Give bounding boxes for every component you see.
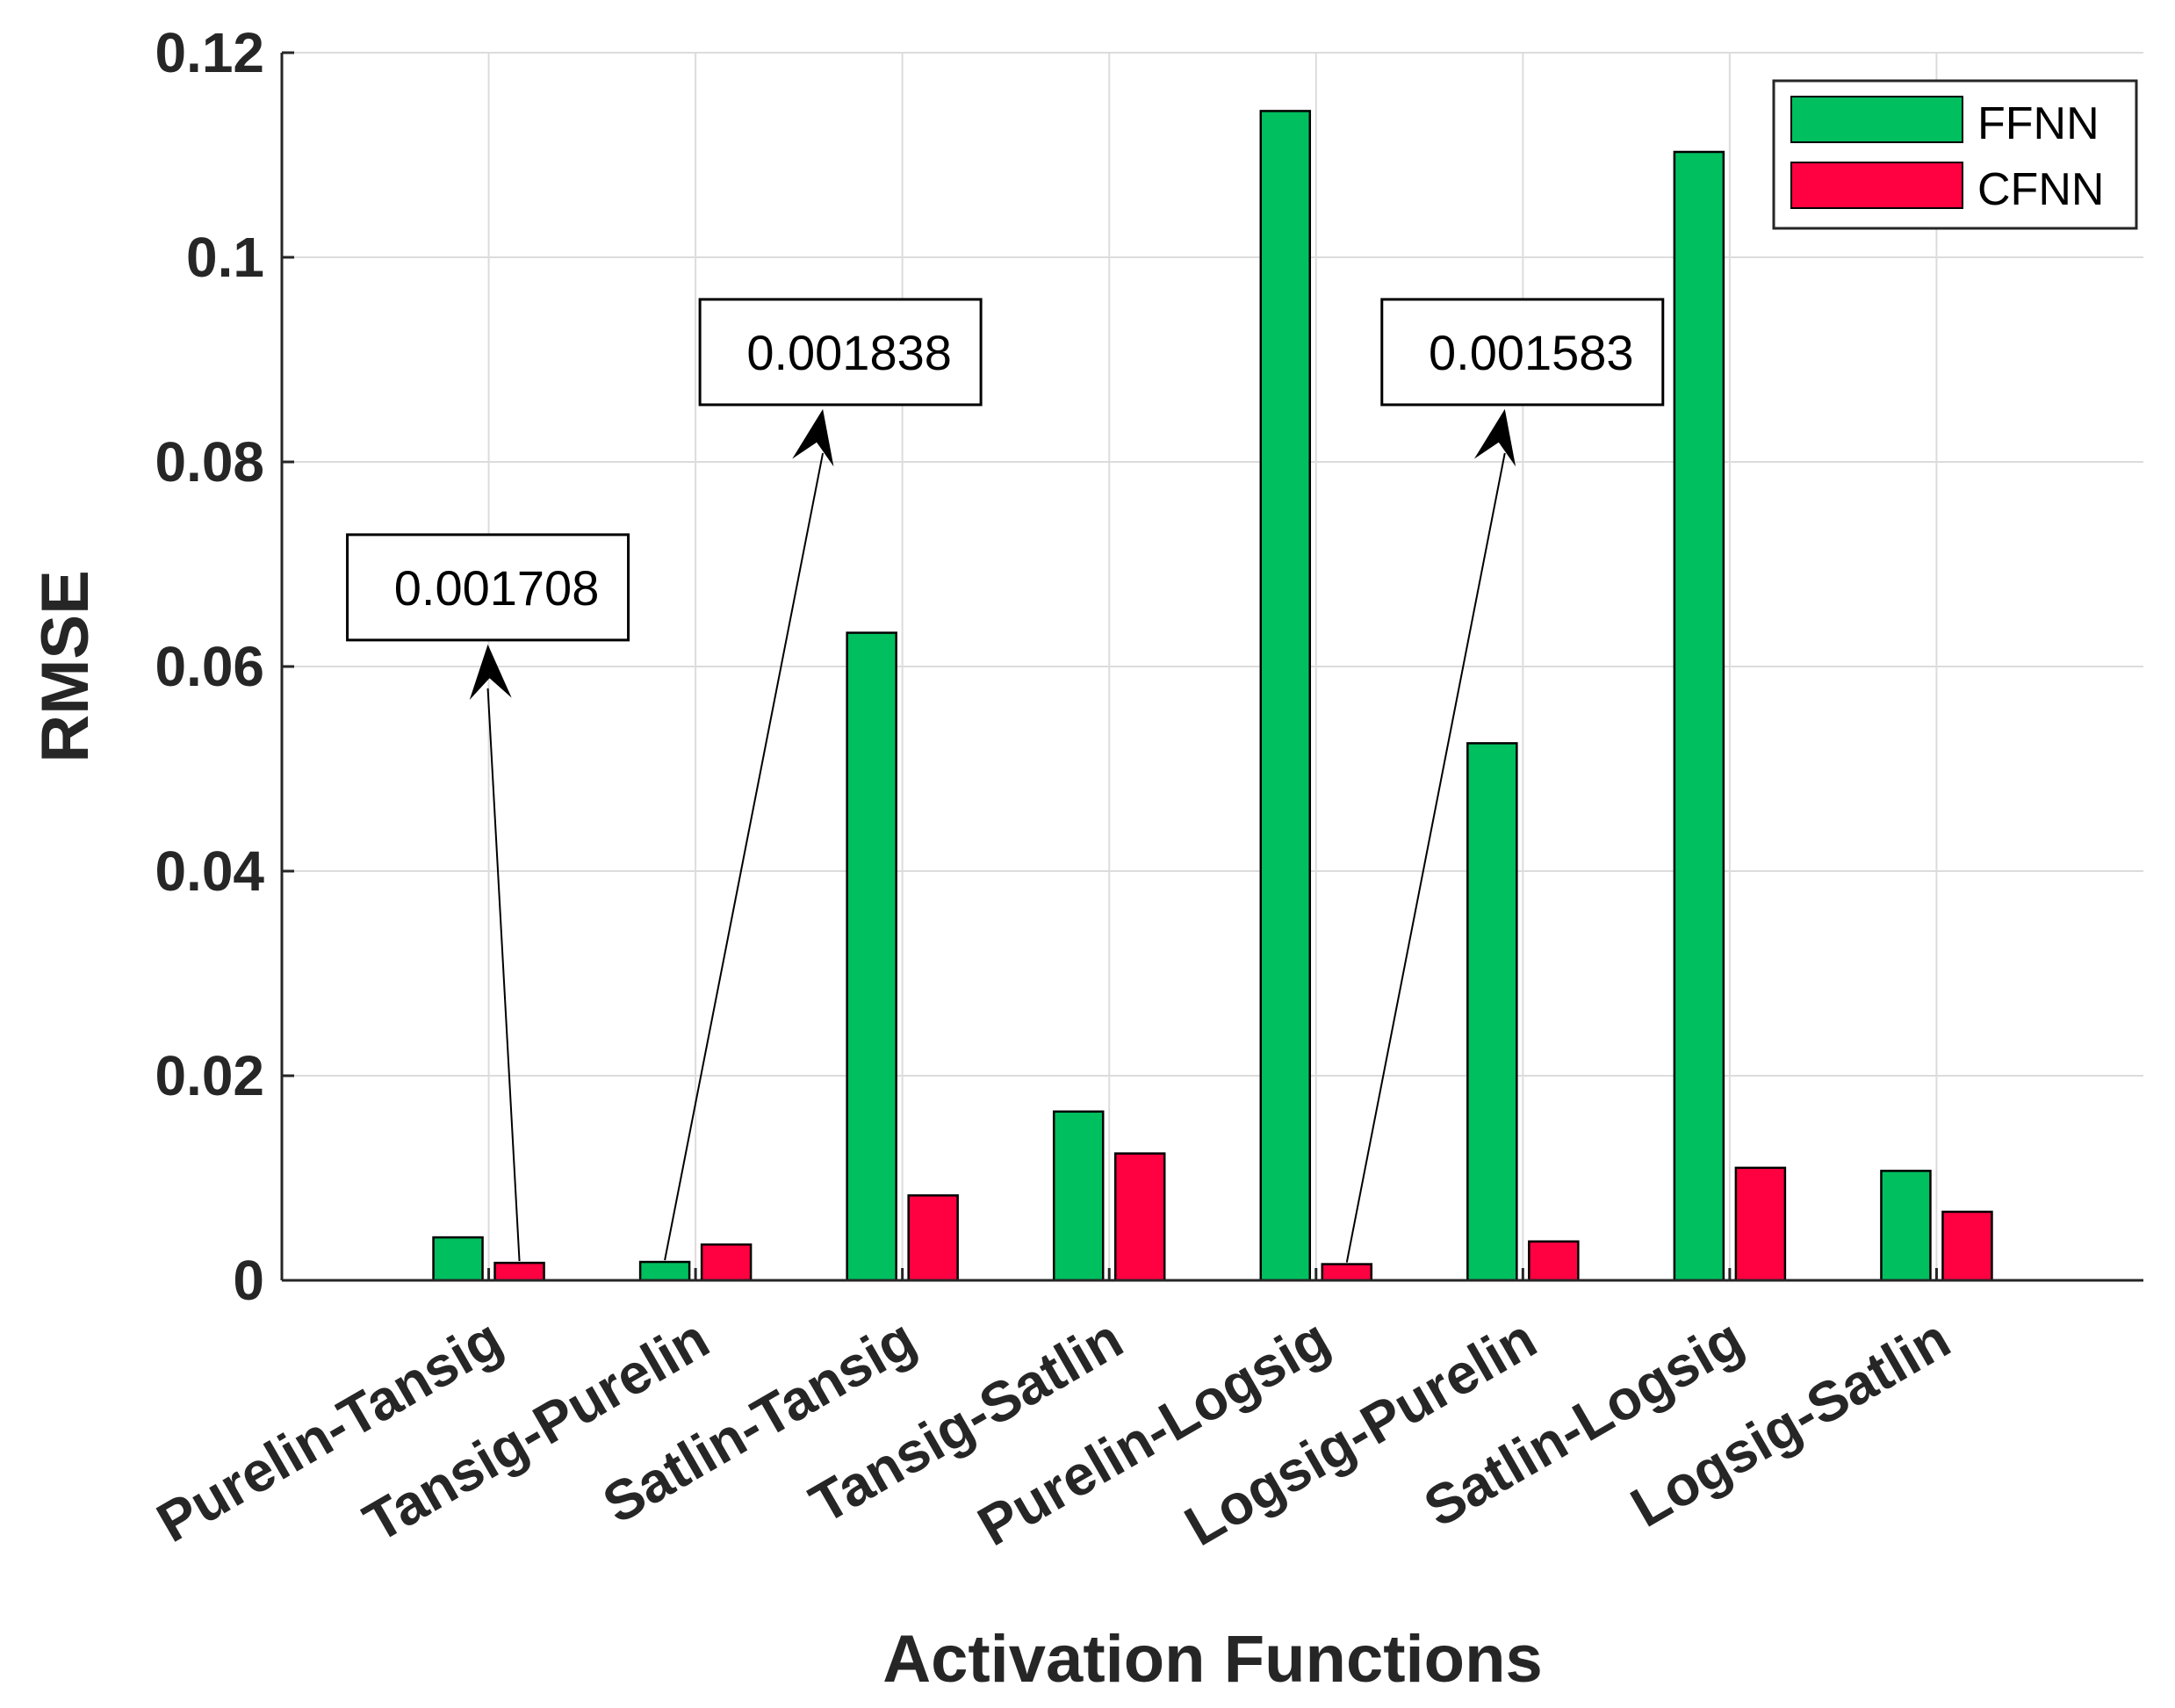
x-tick-labels: Purelin-TansigTansig-PurelinSatlin-Tansi…: [147, 1268, 1960, 1558]
annotations: 0.001708 0.001838 0.001583: [346, 298, 1665, 1263]
y-tick-labels: 0 0.02 0.04 0.06 0.08 0.1 0.12: [155, 21, 294, 1312]
x-tick-label-1: Tansig-Purelin: [353, 1307, 719, 1554]
bar-cfnn-3: [1113, 1152, 1166, 1282]
legend-swatch-cfnn: [1790, 162, 1963, 209]
y-tick-label-3: 0.06: [155, 635, 264, 698]
bar-ffnn-3: [1052, 1110, 1105, 1282]
legend-label-cfnn: CFNN: [1977, 164, 2104, 215]
bar-ffnn-5: [1466, 742, 1518, 1282]
bars: [432, 110, 1993, 1282]
x-tick-label-4: Purelin-Logsig: [968, 1307, 1340, 1558]
y-tick-label-6: 0.12: [155, 21, 264, 84]
annotation-box-0: [346, 533, 630, 642]
x-tick-label-5: Logsig-Purelin: [1174, 1307, 1546, 1558]
y-tick-label-0: 0: [233, 1249, 264, 1312]
annotation-arrowhead-2: [1473, 408, 1516, 467]
bar-cfnn-2: [907, 1194, 959, 1282]
bar-cfnn-0: [493, 1261, 545, 1282]
y-tick-label-4: 0.08: [155, 430, 264, 494]
legend-label-ffnn: FFNN: [1977, 98, 2099, 149]
bar-ffnn-0: [432, 1236, 484, 1282]
annotation-box-1: [698, 298, 983, 407]
legend-swatch-ffnn: [1790, 96, 1963, 143]
bar-cfnn-1: [700, 1243, 753, 1282]
bar-ffnn-6: [1673, 150, 1725, 1282]
bar-cfnn-4: [1321, 1263, 1373, 1282]
bar-ffnn-1: [638, 1260, 691, 1282]
x-axis-title: Activation Functions: [882, 1622, 1543, 1697]
y-tick-label-5: 0.1: [186, 226, 264, 289]
annotation-text-1: 0.001838: [746, 325, 952, 380]
annotation-arrow-line-1: [664, 452, 825, 1261]
annotation-arrow-line-0: [486, 688, 521, 1262]
bar-cfnn-5: [1528, 1240, 1580, 1282]
annotation-arrowhead-1: [792, 408, 834, 467]
x-tick-label-0: Purelin-Tansig: [147, 1307, 513, 1554]
annotation-arrowhead-0: [469, 644, 512, 701]
annotation-text-2: 0.001583: [1429, 325, 1634, 380]
annotation-2: 0.001583: [1345, 298, 1665, 1263]
bar-ffnn-7: [1880, 1170, 1932, 1282]
legend: FFNN CFNN: [1772, 79, 2138, 230]
bar-ffnn-4: [1259, 110, 1312, 1282]
annotation-1: 0.001838: [664, 298, 983, 1261]
y-tick-label-2: 0.04: [155, 840, 264, 903]
bar-ffnn-2: [846, 631, 897, 1282]
y-tick-label-1: 0.02: [155, 1044, 264, 1107]
annotation-0: 0.001708: [346, 533, 630, 1262]
bar-cfnn-6: [1734, 1166, 1787, 1282]
annotation-arrow-line-2: [1345, 452, 1506, 1263]
bar-cfnn-7: [1941, 1210, 1993, 1282]
annotation-text-0: 0.001708: [394, 560, 600, 616]
annotation-box-2: [1380, 298, 1665, 407]
grid-lines: [282, 52, 2143, 1280]
y-axis-title: RMSE: [28, 570, 103, 763]
